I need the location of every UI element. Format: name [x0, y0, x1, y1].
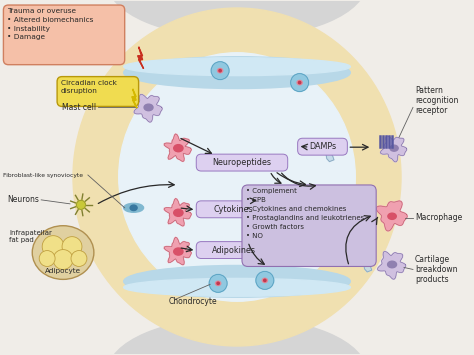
Ellipse shape — [130, 205, 137, 211]
Text: Macrophage: Macrophage — [415, 213, 462, 222]
Circle shape — [264, 279, 266, 282]
Polygon shape — [347, 250, 357, 263]
Circle shape — [39, 251, 55, 267]
Circle shape — [209, 274, 227, 292]
Polygon shape — [137, 47, 144, 69]
FancyBboxPatch shape — [461, 0, 474, 355]
Ellipse shape — [173, 209, 183, 216]
Circle shape — [53, 250, 73, 269]
Ellipse shape — [108, 0, 366, 38]
Text: DAMPs: DAMPs — [309, 142, 336, 151]
Ellipse shape — [390, 145, 398, 151]
Text: Pattern
recognition
receptor: Pattern recognition receptor — [415, 86, 458, 115]
Polygon shape — [376, 201, 407, 231]
Ellipse shape — [216, 281, 221, 285]
FancyBboxPatch shape — [298, 138, 347, 155]
Polygon shape — [381, 136, 407, 162]
Ellipse shape — [32, 226, 94, 279]
Polygon shape — [364, 262, 372, 272]
Text: Trauma or overuse
• Altered biomechanics
• Instability
• Damage: Trauma or overuse • Altered biomechanics… — [8, 8, 94, 40]
FancyBboxPatch shape — [57, 77, 138, 106]
Circle shape — [42, 236, 64, 257]
Polygon shape — [310, 140, 320, 154]
Ellipse shape — [124, 203, 144, 212]
FancyBboxPatch shape — [196, 201, 270, 218]
Text: • Complement
• CPB
• Cytokines and chemokines
• Prostaglandins and leukotrienes
: • Complement • CPB • Cytokines and chemo… — [246, 188, 364, 239]
FancyBboxPatch shape — [242, 185, 376, 267]
Polygon shape — [326, 151, 334, 162]
Text: Chondrocyte: Chondrocyte — [169, 297, 217, 306]
Ellipse shape — [388, 213, 396, 219]
Circle shape — [291, 73, 309, 92]
Circle shape — [211, 62, 229, 80]
Text: Cytokines: Cytokines — [213, 205, 253, 214]
Polygon shape — [377, 251, 406, 279]
Ellipse shape — [73, 8, 401, 346]
Text: Fibroblast-like synoviocyte: Fibroblast-like synoviocyte — [3, 173, 83, 178]
Circle shape — [217, 282, 219, 284]
Ellipse shape — [124, 57, 350, 88]
Ellipse shape — [262, 278, 267, 283]
Circle shape — [76, 200, 85, 209]
Ellipse shape — [118, 53, 356, 301]
FancyBboxPatch shape — [196, 154, 288, 171]
Text: Cartilage
breakdown
products: Cartilage breakdown products — [415, 255, 457, 284]
Ellipse shape — [388, 261, 397, 268]
Ellipse shape — [124, 266, 350, 297]
Text: Adipokines: Adipokines — [212, 246, 256, 255]
Circle shape — [299, 81, 301, 84]
Ellipse shape — [124, 58, 350, 76]
Text: Neurons: Neurons — [7, 195, 39, 204]
Circle shape — [219, 70, 221, 72]
Text: Adipocyte: Adipocyte — [45, 268, 81, 274]
FancyBboxPatch shape — [3, 5, 125, 65]
Circle shape — [71, 251, 87, 267]
Ellipse shape — [108, 317, 366, 355]
Circle shape — [256, 272, 274, 289]
Ellipse shape — [173, 144, 183, 152]
Ellipse shape — [297, 81, 302, 85]
Text: Infrapatellar
fat pad: Infrapatellar fat pad — [9, 230, 52, 243]
Circle shape — [62, 237, 82, 257]
FancyBboxPatch shape — [0, 0, 13, 355]
Text: Circadian clock
disruption: Circadian clock disruption — [61, 80, 117, 94]
Text: Mast cell: Mast cell — [62, 103, 96, 112]
Polygon shape — [134, 94, 162, 122]
Text: Neuropeptides: Neuropeptides — [212, 158, 272, 167]
Ellipse shape — [124, 278, 350, 296]
Polygon shape — [164, 134, 191, 162]
Polygon shape — [164, 198, 191, 226]
Polygon shape — [132, 89, 137, 108]
Ellipse shape — [144, 104, 153, 111]
Ellipse shape — [173, 248, 183, 255]
FancyBboxPatch shape — [196, 242, 272, 258]
Ellipse shape — [218, 69, 223, 73]
Polygon shape — [164, 237, 191, 265]
